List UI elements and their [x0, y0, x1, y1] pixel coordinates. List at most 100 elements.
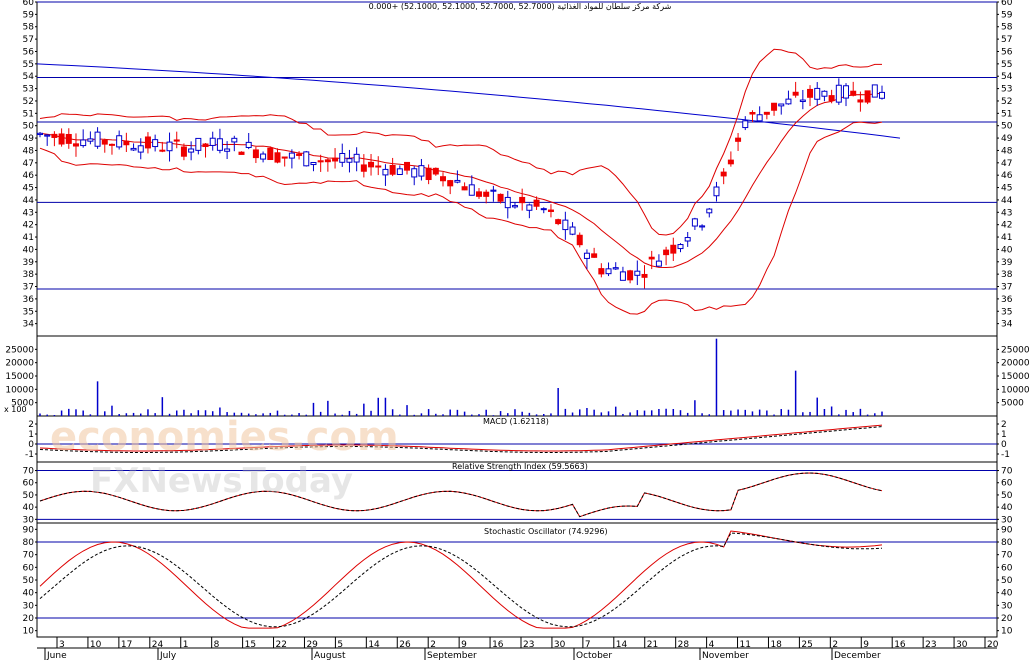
- candle-body: [245, 141, 252, 148]
- candle-body: [540, 208, 547, 211]
- x-tick-label: 17: [121, 640, 132, 650]
- volume-tick-right: 5000: [1001, 399, 1024, 409]
- candle-body: [857, 99, 864, 103]
- candle-body: [180, 146, 187, 157]
- candle-body: [756, 114, 763, 122]
- sto-tick-left: 50: [23, 576, 35, 586]
- volume-tick-left: 25000: [5, 345, 34, 355]
- sto-tick-left: 20: [23, 614, 35, 624]
- candle-body: [879, 91, 885, 99]
- x-tick-label: 15: [245, 640, 256, 650]
- volume-tick-left: 20000: [5, 359, 34, 369]
- price-tick-right: 41: [1001, 233, 1012, 243]
- price-tick-left: 37: [23, 283, 34, 293]
- price-tick-left: 47: [23, 159, 34, 169]
- candle-body: [778, 103, 785, 107]
- sto-tick-left: 80: [23, 538, 35, 548]
- month-label: October: [576, 651, 612, 660]
- volume-unit-label: x 100: [4, 405, 27, 414]
- candle-body: [101, 139, 108, 145]
- x-tick-label: 1: [183, 640, 189, 650]
- price-tick-right: 60: [1001, 0, 1013, 8]
- candle-body: [742, 120, 749, 129]
- volume-tick-left: 5000: [11, 399, 34, 409]
- candle-body: [440, 176, 447, 182]
- candle-body: [224, 148, 231, 152]
- price-tick-right: 49: [1001, 134, 1013, 144]
- x-tick-label: 10: [90, 640, 102, 650]
- rsi-tick-left: 70: [23, 467, 35, 477]
- price-tick-right: 38: [1001, 270, 1013, 280]
- month-label: November: [702, 651, 749, 660]
- candle-body: [461, 186, 468, 191]
- candle-body: [159, 149, 166, 152]
- sto-tick-left: 10: [23, 627, 35, 637]
- candle-body: [447, 180, 454, 187]
- sto-tick-right: 40: [1001, 589, 1013, 599]
- sto-tick-left: 90: [23, 525, 35, 535]
- candle-body: [511, 205, 518, 208]
- price-tick-right: 54: [1001, 72, 1013, 82]
- price-tick-left: 55: [23, 60, 34, 70]
- price-tick-left: 59: [23, 10, 35, 20]
- sto-tick-right: 20: [1001, 614, 1013, 624]
- volume-tick-left: 15000: [5, 372, 34, 382]
- x-tick-label: 29: [306, 640, 318, 650]
- candle-body: [375, 165, 382, 168]
- candle-body: [763, 111, 770, 115]
- macd-title: MACD (1.62118): [483, 417, 549, 426]
- price-tick-right: 58: [1001, 23, 1013, 33]
- x-tick-label: 3: [59, 640, 65, 650]
- price-tick-right: 56: [1001, 47, 1013, 57]
- candle-body: [792, 91, 799, 96]
- candle-body: [562, 219, 569, 231]
- candle-body: [490, 189, 497, 192]
- candle-body: [619, 271, 626, 281]
- candle-body: [627, 270, 634, 281]
- candle-body: [317, 160, 324, 163]
- rsi-title: Relative Strength Index (59.5663): [452, 462, 588, 471]
- candle-body: [281, 156, 288, 159]
- price-tick-left: 50: [23, 122, 35, 132]
- sto-signal-line: [39, 532, 883, 628]
- x-tick-label: 4: [709, 640, 715, 650]
- candle-body: [94, 131, 101, 147]
- x-tick-label: 16: [492, 640, 504, 650]
- month-label: August: [314, 651, 346, 660]
- price-tick-left: 54: [23, 72, 35, 82]
- candle-body: [252, 149, 259, 159]
- candle-body: [504, 196, 511, 209]
- month-label: September: [427, 651, 477, 660]
- candle-body: [497, 193, 504, 202]
- rsi-tick-right: 70: [1001, 467, 1013, 477]
- sto-tick-right: 80: [1001, 538, 1013, 548]
- candle-body: [396, 168, 403, 176]
- price-tick-right: 43: [1001, 208, 1012, 218]
- rsi-tick-left: 60: [23, 479, 35, 489]
- candle-body: [108, 143, 115, 146]
- x-tick-label: 24: [152, 640, 164, 650]
- stochastic-title: Stochastic Oscillator (74.9296): [484, 527, 608, 536]
- candle-body: [677, 244, 684, 250]
- candle-body: [583, 252, 590, 259]
- candle-body: [641, 273, 648, 278]
- bollinger-middle: [39, 92, 883, 269]
- x-tick-label: 23: [925, 640, 936, 650]
- bollinger-lower: [39, 121, 883, 315]
- candle-body: [670, 244, 677, 254]
- price-tick-left: 43: [23, 208, 34, 218]
- candle-body: [655, 260, 662, 267]
- candle-body: [202, 143, 209, 148]
- candle-body: [569, 226, 576, 235]
- x-tick-label: 30: [554, 640, 566, 650]
- rsi-signal-line: [39, 472, 883, 518]
- candle-body: [195, 137, 202, 151]
- candle-body: [720, 171, 727, 177]
- x-tick-label: 14: [368, 640, 380, 650]
- panel-frame-price: [36, 1, 998, 337]
- price-tick-left: 53: [23, 85, 34, 95]
- macd-tick-left: 1: [28, 430, 34, 440]
- price-tick-left: 52: [23, 97, 34, 107]
- x-tick-label: 8: [214, 640, 220, 650]
